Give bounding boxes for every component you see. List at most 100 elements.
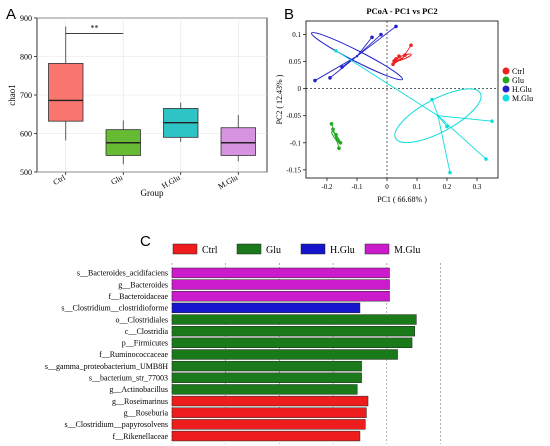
lda-bar	[171, 337, 413, 348]
pcoa-point	[379, 32, 383, 37]
lda-bar	[171, 349, 398, 360]
lda-bar-label: s__Clostridium__papyrosolvens	[64, 420, 168, 429]
lda-bar-label: c__Clostridia	[125, 327, 169, 336]
pcoa-legend-swatch	[502, 94, 510, 102]
lda-bar	[171, 360, 362, 372]
pcoa-centroid	[355, 54, 359, 58]
pcoa-point	[409, 43, 413, 48]
pcoa-point	[328, 76, 332, 80]
pcoa-point	[313, 78, 317, 83]
lda-bar-label: s__Bacteroides_acidifaciens	[77, 269, 168, 278]
lda-legend-swatch	[236, 243, 262, 255]
lda-legend-label: Glu	[266, 245, 281, 256]
panel-a-letter: A	[6, 6, 17, 23]
pcoa-xlabel: PC1 ( 66.68% )	[377, 195, 427, 204]
pcoa-point	[391, 62, 395, 67]
lda-bar-label: p__Firmicutes	[122, 339, 168, 348]
pcoa-xtick-label: -0.2	[321, 183, 333, 191]
lda-bar-label: f__Ruminococcaceae	[99, 350, 168, 359]
lda-legend-swatch	[364, 243, 390, 255]
lda-bar-label: f__Bacteroidaceae	[108, 292, 168, 301]
lda-bar-label: s__bacterium_str_77003	[89, 374, 168, 383]
pcoa-point	[448, 170, 452, 175]
lda-bar	[171, 267, 390, 279]
lda-bar	[171, 372, 362, 383]
pcoa-ytick-label: 0.1	[292, 31, 301, 39]
pcoa-legend-label: Glu	[512, 76, 524, 85]
pcoa-spoke	[356, 26, 397, 57]
lda-bar-label: g__Bacteroides	[118, 280, 168, 289]
lda-legend-label: M.Glu	[394, 245, 420, 256]
boxplot-box	[220, 127, 256, 156]
significance-label: **	[91, 23, 99, 32]
boxplot-box	[48, 63, 84, 122]
pcoa-ylabel: PC2 ( 12.43% )	[275, 74, 284, 124]
pcoa-title: PCoA - PC1 vs PC2	[366, 6, 437, 16]
pcoa-legend-swatch	[502, 67, 510, 75]
pcoa-ytick-label: -0.1	[290, 139, 302, 147]
panel-c-letter: C	[140, 233, 151, 250]
pcoa-spoke	[437, 115, 448, 127]
lda-bar-label: g__Roseburia	[124, 408, 169, 417]
pcoa-legend-label: H.Glu	[512, 85, 532, 94]
boxplot-ytick-label: 900	[20, 14, 32, 23]
lda-bar	[171, 395, 369, 407]
pcoa-xtick-label: 0	[385, 183, 389, 191]
pcoa-spoke	[437, 115, 487, 160]
pcoa-spoke	[356, 36, 373, 57]
lda-bar	[171, 314, 417, 325]
boxplot-ytick-label: 600	[20, 130, 32, 139]
pcoa-ytick-label: -0.15	[286, 166, 301, 174]
pcoa-spoke	[437, 115, 451, 173]
pcoa-legend-label: M.Glu	[512, 94, 533, 103]
pcoa-point	[430, 97, 434, 102]
boxplot-ytick-label: 500	[20, 168, 32, 177]
lda-bar-label: o__Clostridiales	[116, 315, 168, 324]
pcoa-legend-swatch	[502, 85, 510, 93]
pcoa-legend-swatch	[502, 76, 510, 84]
pcoa-point	[490, 119, 494, 123]
pcoa-spoke	[314, 55, 358, 81]
lda-bar	[171, 291, 390, 302]
boxplot-ytick-label: 800	[20, 53, 32, 62]
pcoa-centroid	[436, 114, 440, 117]
pcoa-point	[484, 157, 488, 161]
pcoa-point	[338, 141, 343, 145]
lda-bar	[171, 302, 361, 314]
pcoa-ytick-label: 0.05	[289, 58, 302, 66]
lda-bar	[171, 384, 358, 395]
pcoa-point	[335, 138, 340, 142]
panel-b-letter: B	[284, 6, 295, 23]
pcoa-centroid	[400, 57, 404, 61]
pcoa-ytick-label: -0.05	[286, 112, 301, 120]
lda-bar-label: s__gamma_proteobacterium_UMB8H	[45, 362, 168, 371]
lda-bar-label: g__Actinobacillus	[109, 385, 168, 394]
pcoa-centroid	[334, 136, 338, 139]
boxplot-ytick-label: 700	[20, 91, 32, 100]
lda-bar	[171, 326, 415, 337]
pcoa-spoke	[341, 55, 358, 68]
pcoa-ellipse	[310, 32, 404, 81]
lda-bar	[171, 279, 390, 290]
pcoa-ellipse	[394, 88, 482, 144]
lda-bar	[171, 419, 366, 430]
boxplot-ylabel: chao1	[7, 84, 17, 106]
pcoa-xtick-label: 0.3	[473, 183, 482, 191]
pcoa-point	[329, 122, 334, 126]
pcoa-spoke	[437, 115, 493, 122]
pcoa-point	[392, 59, 397, 64]
pcoa-point	[403, 53, 407, 57]
pcoa-point	[445, 124, 449, 129]
pcoa-point	[337, 146, 341, 151]
boxplot-xlabel: Group	[141, 188, 164, 198]
pcoa-spoke	[335, 50, 439, 117]
pcoa-ytick-label: 0	[298, 85, 302, 93]
lda-legend-swatch	[300, 243, 326, 255]
pcoa-point	[334, 48, 338, 53]
pcoa-point	[340, 65, 344, 69]
pcoa-spoke	[356, 34, 382, 57]
lda-legend-label: H.Glu	[330, 245, 355, 256]
pcoa-frame	[305, 20, 499, 179]
